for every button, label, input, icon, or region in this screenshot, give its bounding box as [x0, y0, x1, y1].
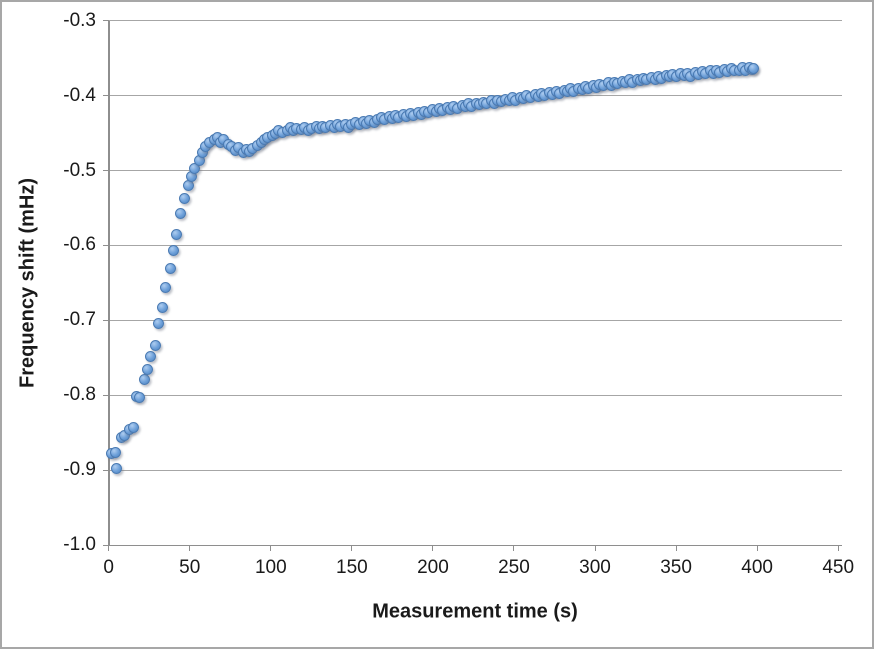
x-axis-tick: [351, 545, 353, 552]
data-point: [127, 422, 139, 434]
data-point: [164, 263, 176, 275]
x-tick-label: 200: [417, 557, 449, 578]
y-axis-tick: [102, 244, 109, 246]
y-axis-tick: [102, 170, 109, 171]
x-tick-label: 150: [336, 557, 368, 578]
x-tick-label: 400: [741, 557, 773, 578]
data-point: [134, 392, 145, 404]
x-tick-label: 450: [822, 557, 855, 578]
x-axis-tick: [270, 545, 272, 552]
data-point: [748, 63, 760, 75]
x-axis-tick: [513, 545, 515, 552]
data-point: [138, 374, 150, 386]
y-axis-tick: [102, 95, 109, 97]
y-tick-label: -0.7: [63, 309, 96, 331]
x-tick-label: 100: [254, 557, 287, 578]
data-point: [174, 208, 186, 220]
y-tick-label: -0.3: [63, 9, 96, 31]
x-tick-label: 350: [660, 557, 692, 578]
x-tick-label: 0: [103, 557, 114, 578]
x-tick-label: 250: [498, 557, 530, 578]
data-point: [153, 317, 165, 329]
data-point: [179, 193, 191, 205]
y-gridline: [108, 170, 843, 171]
x-axis-tick: [594, 545, 596, 552]
x-axis-tick: [837, 545, 839, 552]
data-point: [142, 364, 154, 376]
y-tick-label: -0.8: [63, 384, 96, 406]
y-tick-label: -0.4: [63, 84, 96, 106]
y-gridline: [108, 95, 843, 97]
y-gridline: [108, 244, 843, 246]
y-gridline: [108, 319, 843, 321]
data-point: [156, 302, 168, 314]
y-tick-label: -1.0: [63, 534, 96, 556]
data-point: [111, 462, 123, 474]
y-axis-tick: [102, 319, 109, 321]
y-tick-label: -0.6: [63, 234, 96, 256]
y-axis-tick: [102, 20, 109, 22]
x-axis-line: [108, 544, 843, 547]
y-gridline: [108, 394, 843, 396]
x-axis-tick: [756, 545, 758, 552]
x-axis-tick: [108, 545, 110, 552]
data-point: [168, 245, 180, 257]
y-axis-tick: [102, 394, 109, 396]
x-axis-tick: [675, 545, 677, 552]
y-gridline: [108, 20, 843, 22]
x-axis-tick: [189, 545, 191, 552]
x-tick-label: 50: [179, 557, 201, 578]
data-point: [150, 339, 162, 351]
x-axis-title: Measurement time (s): [372, 600, 578, 623]
x-axis-tick: [432, 545, 434, 552]
data-point: [145, 350, 157, 362]
y-axis-line: [108, 20, 110, 546]
data-point: [171, 229, 183, 241]
y-axis-tick: [102, 469, 109, 471]
y-axis-title: Frequency shift (mHz): [16, 177, 39, 389]
y-gridline: [108, 469, 843, 471]
data-point: [159, 281, 171, 293]
y-tick-label: -0.5: [63, 159, 96, 181]
y-axis-tick: [102, 544, 109, 546]
data-point: [109, 446, 121, 458]
y-tick-label: -0.9: [63, 459, 96, 481]
x-tick-label: 300: [579, 557, 611, 578]
